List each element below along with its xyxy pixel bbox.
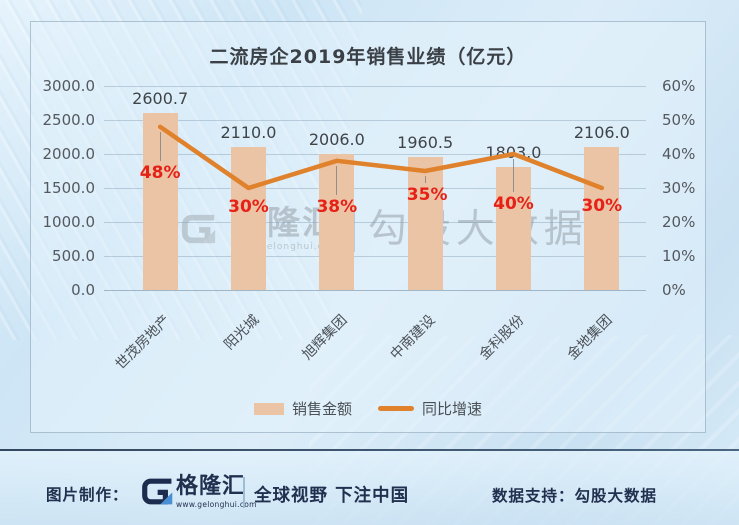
watermark-url: www.gelonghui.com xyxy=(232,242,340,252)
growth-line xyxy=(157,124,605,191)
gridline xyxy=(104,120,646,121)
gridline xyxy=(104,86,646,87)
brand-logo-icon xyxy=(141,476,176,511)
gridline xyxy=(104,222,646,223)
legend-bar-swatch-icon xyxy=(253,402,284,415)
y-axis-right-tick: 0% xyxy=(662,281,686,299)
legend-label: 销售金额 xyxy=(291,400,352,418)
bar-value-label: 1960.5 xyxy=(397,132,454,152)
y-axis-right-tick: 20% xyxy=(662,213,696,231)
y-axis-left-tick: 1500.0 xyxy=(42,179,96,197)
pct-leader-line xyxy=(424,176,426,183)
bar xyxy=(584,146,620,290)
footer-data-support: 数据支持：勾股大数据 xyxy=(492,487,658,505)
y-axis-left-tick: 1000.0 xyxy=(42,213,96,231)
legend-line-swatch-icon xyxy=(378,406,414,411)
y-axis-left-tick: 2000.0 xyxy=(42,145,96,163)
y-axis-right-tick: 50% xyxy=(662,111,696,129)
footer-brand-block: 格隆汇 www.gelonghui.com xyxy=(176,474,257,510)
chart-legend: 销售金额 同比增速 xyxy=(31,398,705,419)
chart-panel: 二流房企2019年销售业绩（亿元） 格隆汇 www.gelonghui.com … xyxy=(30,21,706,433)
footer-slogan: 全球视野 下注中国 xyxy=(254,486,410,506)
pct-leader-line xyxy=(159,131,161,161)
bar-value-label: 2110.0 xyxy=(220,122,277,142)
y-axis-right-tick: 40% xyxy=(662,145,696,163)
gridline xyxy=(104,290,646,291)
growth-pct-label: 40% xyxy=(493,194,534,214)
legend-item: 销售金额 xyxy=(253,398,352,419)
y-axis-right-tick: 30% xyxy=(662,179,696,197)
growth-pct-label: 30% xyxy=(228,197,269,217)
footer-divider xyxy=(243,477,245,508)
legend-item: 同比增速 xyxy=(378,398,482,419)
pct-leader-line xyxy=(336,165,338,195)
watermark-text: 勾股大数据 xyxy=(367,206,588,252)
bar-value-label: 2006.0 xyxy=(308,129,365,149)
y-axis-right-tick: 60% xyxy=(662,77,696,95)
gridline xyxy=(104,188,646,189)
footer-credit-label: 图片制作： xyxy=(46,486,129,504)
y-axis-left-tick: 500.0 xyxy=(52,247,95,265)
chart-title: 二流房企2019年销售业绩（亿元） xyxy=(209,46,527,68)
bar-value-label: 2600.7 xyxy=(132,89,189,109)
pct-leader-line xyxy=(513,159,514,192)
growth-pct-label: 35% xyxy=(406,185,448,205)
growth-pct-label: 30% xyxy=(581,196,623,216)
bar xyxy=(231,146,266,290)
footer-brand: 格隆汇 xyxy=(176,474,246,499)
legend-label: 同比增速 xyxy=(422,400,483,418)
y-axis-left-tick: 3000.0 xyxy=(42,77,96,95)
y-axis-left-tick: 0.0 xyxy=(71,281,95,299)
gridline xyxy=(104,154,646,155)
growth-pct-label: 38% xyxy=(316,196,358,217)
watermark-brand-logo-icon xyxy=(182,214,216,244)
footer-brand-url: www.gelonghui.com xyxy=(176,500,257,510)
gridline xyxy=(104,256,646,257)
growth-pct-label: 48% xyxy=(139,162,181,183)
watermark: 格隆汇 www.gelonghui.com 勾股大数据 xyxy=(181,206,588,252)
y-axis-right-tick: 10% xyxy=(662,247,696,265)
bar-value-label: 2106.0 xyxy=(573,122,630,142)
footer-separator xyxy=(0,449,739,451)
footer xyxy=(0,451,739,525)
y-axis-left-tick: 2500.0 xyxy=(42,111,96,129)
